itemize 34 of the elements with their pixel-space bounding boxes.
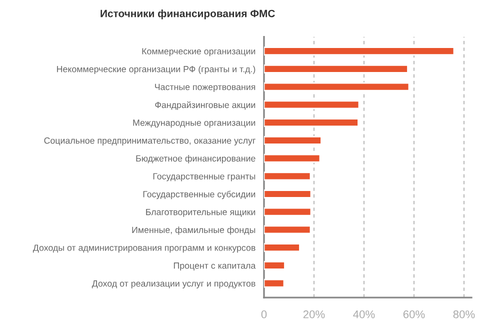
x-tick-label: 80%	[453, 310, 475, 318]
bar	[264, 82, 410, 92]
y-tick-label: Доходы от администрирования программ и конкурсов	[32, 244, 256, 253]
x-tick-label: 60%	[403, 310, 425, 318]
y-tick-label: Благотворительные ящики	[146, 208, 256, 217]
y-tick-label: Доход от реализации услуг и продуктов	[92, 280, 256, 288]
bar	[264, 100, 360, 110]
x-tick-label: 20%	[303, 310, 325, 318]
bar	[264, 64, 408, 74]
bar	[264, 261, 286, 270]
chart-title: Источники финансирования ФМС	[100, 10, 275, 20]
bar	[264, 190, 312, 198]
y-tick-label: Коммерческие организации	[142, 48, 256, 56]
bar	[264, 278, 285, 288]
bar	[264, 118, 359, 127]
y-tick-label: Социальное предпринимательство, оказание услуг	[44, 137, 256, 146]
y-tick-label: Фандрайзинговые акции	[155, 101, 256, 110]
x-tick-label: 40%	[353, 310, 375, 318]
bar	[264, 207, 312, 216]
y-tick-label: Частные пожертвования	[155, 84, 256, 92]
bar	[264, 243, 300, 252]
bar	[264, 172, 312, 181]
bar	[264, 225, 312, 234]
bar	[264, 154, 321, 163]
bar	[264, 46, 455, 56]
y-tick-label: Международные организации	[133, 120, 256, 128]
bar	[264, 136, 322, 145]
y-tick-label: Именные, фамильные фонды	[132, 226, 256, 235]
y-tick-label: Бюджетное финансирование	[136, 155, 256, 164]
y-tick-label: Некоммерческие организации РФ (гранты и т.д.)	[57, 66, 256, 74]
y-tick-label: Государственные гранты	[153, 173, 256, 182]
y-tick-label: Государственные субсидии	[143, 190, 256, 200]
y-tick-label: Процент с капитала	[174, 262, 256, 271]
x-tick-label: 0	[261, 310, 267, 318]
